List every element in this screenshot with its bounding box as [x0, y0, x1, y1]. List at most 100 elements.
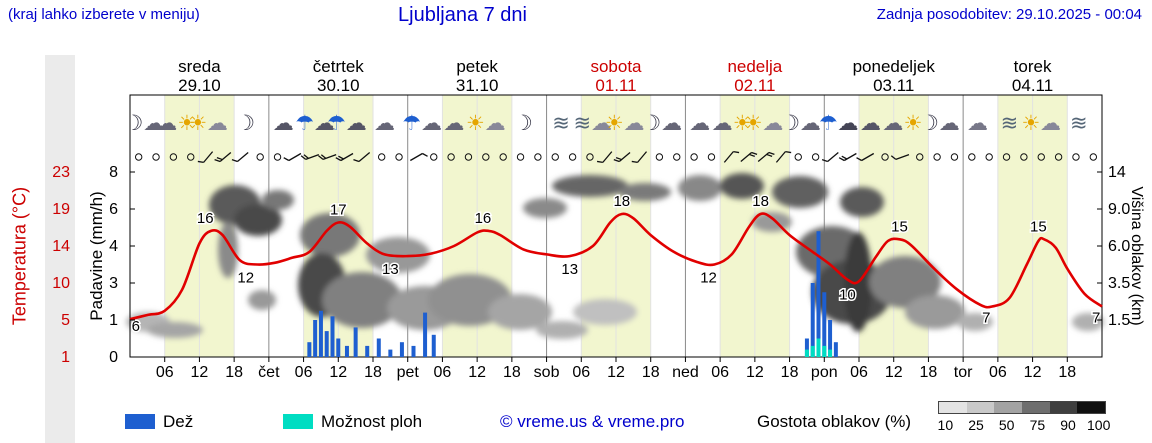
weather-icon-glyph: ☁ [156, 112, 177, 135]
wind-calm-icon [933, 153, 941, 161]
rain-bar [833, 342, 838, 357]
weather-icon: ☽☁ [125, 112, 165, 135]
weather-icon-glyph: ☀ [188, 112, 207, 135]
line [749, 153, 755, 157]
day-name: torek [1014, 57, 1052, 76]
weather-icon-glyph: ☀ [466, 112, 485, 135]
x-axis-label: sob [534, 364, 560, 381]
wind-calm-icon [968, 153, 976, 161]
line [335, 157, 342, 162]
x-axis-label: 12 [1024, 364, 1042, 381]
cloud-density-value: 50 [998, 417, 1015, 433]
line [318, 155, 324, 160]
line [775, 151, 786, 163]
wind-calm-icon [950, 153, 959, 161]
rain-bar [804, 338, 809, 357]
rain-bar [388, 349, 393, 357]
page-title: Ljubljana 7 dni [398, 4, 527, 26]
weather-icon: ☂☁ [402, 112, 442, 135]
cloud-axis-tick-label: 6.0 [1108, 238, 1130, 255]
line [785, 150, 792, 154]
line [197, 160, 204, 164]
weather-icon-glyph: ☁ [207, 112, 228, 135]
precip-axis-tick-label: 3 [109, 275, 118, 292]
wind-barb-icon [821, 152, 839, 163]
temperature-value-label: 15 [891, 218, 908, 235]
weather-icon-glyph: ☽ [514, 112, 533, 135]
wind-calm-icon [1054, 153, 1063, 161]
day-date: 03.11 [873, 76, 914, 95]
line [358, 152, 371, 162]
line [596, 160, 603, 164]
weather-icon: ☁ [273, 112, 294, 135]
cloud-blob [772, 176, 828, 208]
weather-icon: ☀☁ [605, 112, 645, 135]
wind-calm-icon [1089, 153, 1098, 161]
line [320, 154, 327, 159]
weather-icon-glyph: ☁ [967, 112, 988, 135]
precip-axis-tick-label: 4 [109, 238, 118, 255]
wind-calm-icon [690, 153, 698, 161]
weather-icon-glyph: ☁ [762, 112, 783, 135]
cloud-density-value: 90 [1060, 417, 1076, 433]
weather-icon: ☽☁ [920, 112, 960, 135]
cloud-density-value: 75 [1029, 417, 1046, 433]
rain-bar [810, 283, 815, 357]
temp-axis-tick-label: 5 [61, 312, 70, 329]
cloud-density-legend-label: Gostota oblakov (%) [757, 412, 912, 431]
line [216, 157, 223, 161]
wind-calm-icon [187, 153, 195, 161]
precip-axis-tick-label: 8 [109, 164, 118, 181]
weather-icon-glyph: ☽ [781, 112, 800, 135]
weather-icon-glyph: ☁ [346, 112, 367, 135]
temperature-value-label: 13 [382, 261, 399, 278]
x-axis-label: pet [397, 364, 420, 381]
weather-icon: ☀☁ [188, 112, 228, 135]
temperature-value-label: 18 [613, 193, 630, 210]
wind-barb-icon [723, 150, 740, 163]
wind-calm-icon [794, 153, 802, 161]
weather-icon: ☽ [514, 112, 533, 135]
line [353, 158, 360, 163]
wind-calm-icon [152, 153, 160, 161]
weather-icon-glyph: ☀ [733, 112, 752, 135]
credit-link[interactable]: © vreme.us & vreme.pro [500, 412, 685, 431]
x-axis-label: 06 [434, 364, 452, 381]
cloud-blob [573, 299, 637, 325]
weather-icon-glyph: ≋ [1070, 112, 1088, 135]
x-axis-label: 18 [1058, 364, 1076, 381]
wind-barb-icon [596, 151, 613, 164]
day-date: 04.11 [1012, 76, 1053, 95]
weather-icon-glyph: ☁ [591, 112, 612, 135]
temperature-value-label: 6 [132, 318, 140, 335]
temperature-value-label: 18 [752, 193, 769, 210]
temperature-value-label: 16 [197, 210, 214, 227]
wind-barb-icon [613, 152, 631, 163]
temperature-value-label: 10 [839, 286, 856, 303]
cloud-axis-tick-label: 9.0 [1108, 201, 1130, 218]
rain-bar [423, 312, 428, 357]
weather-icon-glyph: ☁ [800, 112, 821, 135]
rain-bar [828, 320, 833, 357]
day-name: petek [456, 57, 498, 76]
weather-icon-glyph: ☽ [642, 112, 661, 135]
rain-bar [431, 334, 436, 357]
wind-barb-icon [757, 151, 775, 162]
weather-icon: ☁ [967, 112, 988, 135]
wind-calm-icon [273, 153, 282, 161]
wind-calm-icon [464, 153, 473, 161]
wind-calm-icon [395, 153, 403, 161]
line [338, 155, 344, 160]
line [283, 157, 290, 162]
wind-barb-icon [335, 152, 354, 162]
cloud-blob [1072, 313, 1104, 331]
wind-calm-icon [1020, 153, 1028, 161]
wind-barb-icon [214, 152, 232, 163]
x-axis-label: pon [811, 364, 838, 381]
weather-icon: ☀☁ [466, 112, 506, 135]
shower-bar [822, 345, 827, 357]
day-name: sobota [590, 57, 642, 76]
cloud-blob [147, 322, 203, 338]
